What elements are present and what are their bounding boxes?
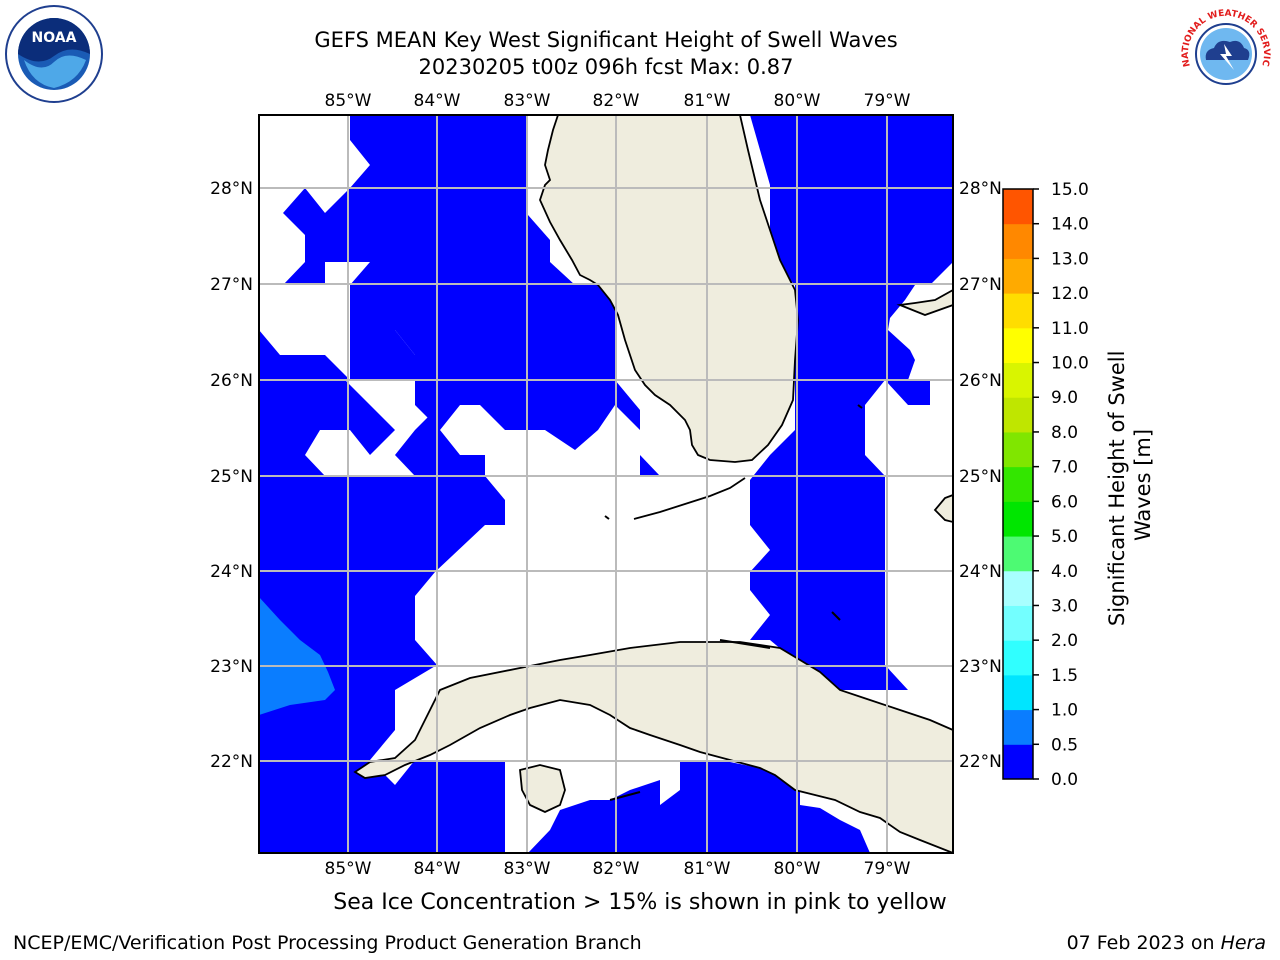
colorbar-tick-label: 11.0: [1051, 319, 1089, 339]
colorbar-ticks: 0.0 0.5 1.0 1.5 2.0 3.0 4.0 5.0 6.0 7.0 8.0 9.0 10.0…: [1033, 180, 1089, 790]
sea-ice-note: Sea Ice Concentration > 15% is shown in …: [333, 890, 947, 915]
colorbar-segment: [1003, 362, 1033, 398]
nws-logo: NATIONAL WEATHER SERVICE: [1176, 4, 1273, 101]
colorbar-tick-label: 1.0: [1051, 701, 1078, 721]
lon-tick-bottom: 82°W: [593, 859, 640, 879]
colorbar-segment: [1003, 293, 1033, 329]
colorbar-tick-label: 1.5: [1051, 666, 1078, 686]
colorbar-segment: [1003, 258, 1033, 294]
lat-tick-right: 24°N: [959, 562, 1002, 582]
bahamas-grand: [896, 288, 953, 316]
colorbar-segment: [1003, 709, 1033, 745]
colorbar-tick-label: 12.0: [1051, 284, 1089, 304]
lat-tick-left: 25°N: [210, 467, 253, 487]
cuba-landmass: [353, 641, 953, 853]
lat-tick-right: 27°N: [959, 275, 1002, 295]
colorbar-tick-label: 7.0: [1051, 458, 1078, 478]
colorbar-segment: [1003, 431, 1033, 468]
colorbar-segment: [1003, 570, 1033, 606]
lat-tick-left: 26°N: [210, 371, 253, 391]
footer-credit: NCEP/EMC/Verification Post Processing Pr…: [13, 932, 642, 954]
map-plot-area: [259, 115, 953, 853]
bimini: [857, 404, 863, 409]
colorbar-segment: [1003, 189, 1033, 225]
lon-tick-bottom: 83°W: [504, 859, 551, 879]
lon-tick-top: 80°W: [774, 91, 821, 111]
lat-tick-left: 28°N: [210, 179, 253, 199]
lat-tick-right: 25°N: [959, 467, 1002, 487]
colorbar-segment: [1003, 501, 1033, 537]
swell-field-low: [259, 115, 953, 853]
noaa-logo: NOAA: [5, 5, 103, 103]
lon-tick-bottom: 85°W: [325, 859, 372, 879]
lon-tick-top: 84°W: [414, 91, 461, 111]
lat-tick-right: 22°N: [959, 752, 1002, 772]
footer-host: Hera: [1220, 932, 1266, 954]
florida-keys: [633, 477, 746, 520]
lat-tick-left: 27°N: [210, 275, 253, 295]
bahamas-andros: [933, 494, 953, 523]
lon-tick-top: 79°W: [864, 91, 911, 111]
colorbar-segment: [1003, 744, 1033, 780]
colorbar-tick-label: 9.0: [1051, 388, 1078, 408]
lon-tick-bottom: 81°W: [684, 859, 731, 879]
lon-tick-bottom: 79°W: [864, 859, 911, 879]
noaa-logo-text: NOAA: [32, 30, 77, 46]
colorbar-tick-label: 5.0: [1051, 527, 1078, 547]
lat-ticks-left: 28°N 27°N 26°N 25°N 24°N 23°N 22°N: [210, 179, 253, 772]
lat-tick-right: 26°N: [959, 371, 1002, 391]
colorbar-segment: [1003, 223, 1033, 259]
colorbar-tick-label: 0.5: [1051, 735, 1078, 755]
lon-ticks-top: 85°W 84°W 83°W 82°W 81°W 80°W 79°W: [325, 91, 911, 111]
lon-tick-top: 81°W: [684, 91, 731, 111]
map-title: GEFS MEAN Key West Significant Height of…: [314, 28, 898, 52]
cay-sal: [831, 611, 841, 621]
colorbar-tick-label: 6.0: [1051, 492, 1078, 512]
colorbar-tick-label: 14.0: [1051, 215, 1089, 235]
swell-field-mid: [259, 597, 335, 715]
isla-juventud: [519, 764, 566, 813]
colorbar-tick-label: 3.0: [1051, 596, 1078, 616]
lat-tick-right: 28°N: [959, 179, 1002, 199]
colorbar-segment: [1003, 327, 1033, 364]
map-subtitle: 20230205 t00z 096h fcst Max: 0.87: [418, 55, 794, 79]
colorbar-segment: [1003, 605, 1033, 641]
footer-date: 07 Feb 2023 on Hera: [1066, 932, 1266, 954]
colorbar-segment: [1003, 397, 1033, 433]
cuba-cays-north: [719, 639, 771, 649]
colorbar-label: Significant Height of Swell Waves [m]: [1105, 344, 1155, 626]
lat-tick-left: 22°N: [210, 752, 253, 772]
map-frame: [258, 114, 954, 854]
colorbar-segment: [1003, 466, 1033, 502]
colorbar-tick-label: 13.0: [1051, 249, 1089, 269]
colorbar-tick-label: 10.0: [1051, 354, 1089, 374]
lon-tick-top: 83°W: [504, 91, 551, 111]
lat-ticks-right: 28°N 27°N 26°N 25°N 24°N 23°N 22°N: [959, 179, 1002, 772]
lat-tick-left: 24°N: [210, 562, 253, 582]
dry-tortugas: [604, 515, 610, 520]
lon-tick-top: 85°W: [325, 91, 372, 111]
lon-tick-bottom: 80°W: [774, 859, 821, 879]
colorbar-tick-label: 2.0: [1051, 631, 1078, 651]
colorbar-tick-label: 15.0: [1051, 180, 1089, 200]
colorbar-segment: [1003, 674, 1033, 711]
colorbar-segment: [1003, 536, 1033, 572]
lon-ticks-bottom: 85°W 84°W 83°W 82°W 81°W 80°W 79°W: [325, 859, 911, 879]
land-masses: [353, 115, 953, 853]
colorbar-tick-label: 8.0: [1051, 423, 1078, 443]
lat-tick-left: 23°N: [210, 657, 253, 677]
colorbar-tick-label: 0.0: [1051, 770, 1078, 790]
colorbar-segment: [1003, 640, 1033, 676]
colorbar: [1003, 189, 1033, 780]
lat-tick-right: 23°N: [959, 657, 1002, 677]
map-gridlines: [259, 115, 953, 853]
lon-tick-top: 82°W: [593, 91, 640, 111]
colorbar-frame: [1002, 188, 1034, 780]
lon-tick-bottom: 84°W: [414, 859, 461, 879]
colorbar-tick-label: 4.0: [1051, 562, 1078, 582]
